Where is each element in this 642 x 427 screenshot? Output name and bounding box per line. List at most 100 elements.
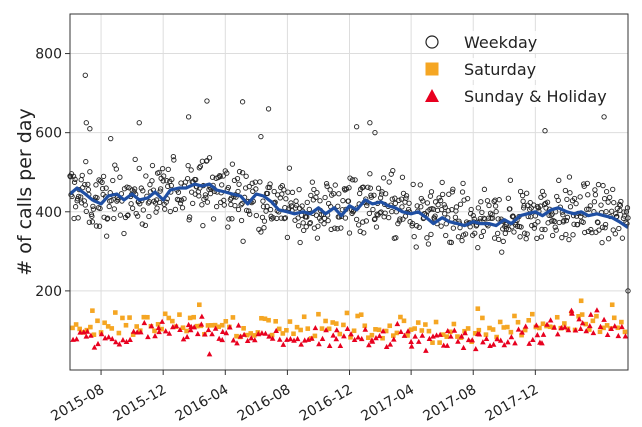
weekday-point: [440, 191, 446, 198]
weekday-point: [196, 165, 202, 171]
weekday-point: [171, 157, 177, 163]
sunday-holiday-point: [522, 323, 529, 329]
weekday-point: [67, 174, 74, 180]
weekday-point: [142, 222, 149, 229]
sunday-holiday-point: [419, 332, 426, 338]
weekday-point: [185, 114, 192, 120]
weekday-point: [544, 199, 551, 205]
weekday-point: [313, 194, 319, 200]
sunday-holiday-point: [137, 329, 144, 335]
weekday-point: [618, 198, 624, 205]
weekday-point: [521, 230, 528, 236]
saturday-point: [330, 320, 336, 325]
weekday-point: [372, 130, 378, 136]
weekday-point: [470, 212, 476, 219]
weekday-point: [349, 177, 356, 183]
sunday-holiday-point: [458, 333, 465, 339]
weekday-point: [595, 219, 601, 226]
weekday-point: [136, 165, 142, 172]
weekday-point: [450, 186, 456, 192]
weekday-point: [108, 135, 114, 142]
sunday-holiday-point: [209, 331, 215, 337]
legend-square-icon: [425, 62, 439, 76]
saturday-point: [184, 328, 189, 334]
weekday-point: [556, 177, 562, 183]
sunday-holiday-point: [199, 313, 205, 319]
sunday-holiday-point: [562, 324, 568, 330]
weekday-point: [459, 237, 465, 244]
weekday-point: [367, 120, 373, 126]
trend-line-path: [68, 182, 629, 229]
saturday-point: [594, 313, 599, 319]
weekday-point: [549, 211, 555, 217]
weekday-point: [585, 192, 591, 198]
saturday-point: [90, 308, 95, 313]
sunday-holiday-point: [529, 336, 536, 343]
weekday-point: [284, 234, 291, 241]
saturday-point: [426, 328, 432, 334]
saturday-point: [230, 315, 236, 320]
weekday-point: [496, 236, 502, 242]
weekday-point: [414, 203, 420, 209]
weekday-point: [190, 200, 196, 207]
saturday-point: [244, 332, 250, 338]
weekday-point: [309, 179, 315, 185]
sunday-holiday-point: [330, 332, 337, 338]
weekday-point: [224, 170, 230, 176]
saturday-point: [262, 316, 268, 322]
weekday-point: [113, 166, 119, 172]
legend-bg: [420, 31, 616, 53]
sunday-holiday-point: [109, 335, 116, 342]
weekday-point: [417, 182, 423, 188]
weekday-point: [517, 188, 524, 195]
sunday-holiday-point: [554, 331, 561, 337]
sunday-holiday-point: [394, 320, 401, 327]
legend-bg: [420, 58, 616, 80]
weekday-point: [475, 244, 481, 251]
weekday-point: [489, 212, 495, 218]
saturday-point: [266, 317, 271, 323]
sunday-holiday-point: [501, 342, 508, 348]
weekday-point: [70, 173, 77, 179]
sunday-holiday-point: [369, 338, 376, 344]
weekday-point: [331, 191, 337, 197]
weekday-point: [283, 196, 289, 202]
weekday-point: [132, 156, 138, 163]
sunday-holiday-point: [462, 330, 468, 336]
weekday-point: [164, 178, 170, 184]
weekday-point: [607, 194, 613, 201]
saturday-point: [73, 322, 79, 327]
weekday-point: [491, 198, 497, 205]
sunday-holiday-point: [526, 340, 533, 346]
weekday-point: [599, 239, 605, 246]
weekday-point: [573, 200, 579, 207]
saturday-point: [583, 321, 589, 327]
weekday-point: [229, 216, 235, 222]
weekday-point: [226, 216, 232, 222]
saturday-point: [537, 325, 542, 331]
saturday-point: [355, 313, 360, 319]
sunday-holiday-point: [579, 320, 586, 326]
saturday-point: [91, 332, 97, 337]
weekday-point: [179, 205, 186, 211]
saturday-point: [134, 324, 139, 329]
weekday-point: [464, 196, 471, 202]
weekday-point: [616, 225, 622, 232]
weekday-point: [599, 224, 606, 230]
sunday-holiday-point: [185, 321, 192, 328]
sunday-holiday-point: [460, 344, 467, 351]
weekday-point: [260, 198, 266, 204]
weekday-point: [535, 219, 541, 225]
saturday-point: [529, 311, 535, 317]
weekday-point: [442, 211, 448, 217]
weekday-point: [239, 99, 246, 105]
sunday-holiday-point: [451, 327, 458, 333]
weekday-point: [373, 224, 380, 230]
saturday-point: [145, 314, 150, 320]
sunday-holiday-point: [316, 341, 322, 347]
saturday-point: [177, 312, 182, 317]
weekday-point: [360, 219, 366, 225]
saturday-point: [609, 302, 615, 308]
weekday-point: [531, 225, 537, 231]
weekday-point: [307, 219, 313, 226]
